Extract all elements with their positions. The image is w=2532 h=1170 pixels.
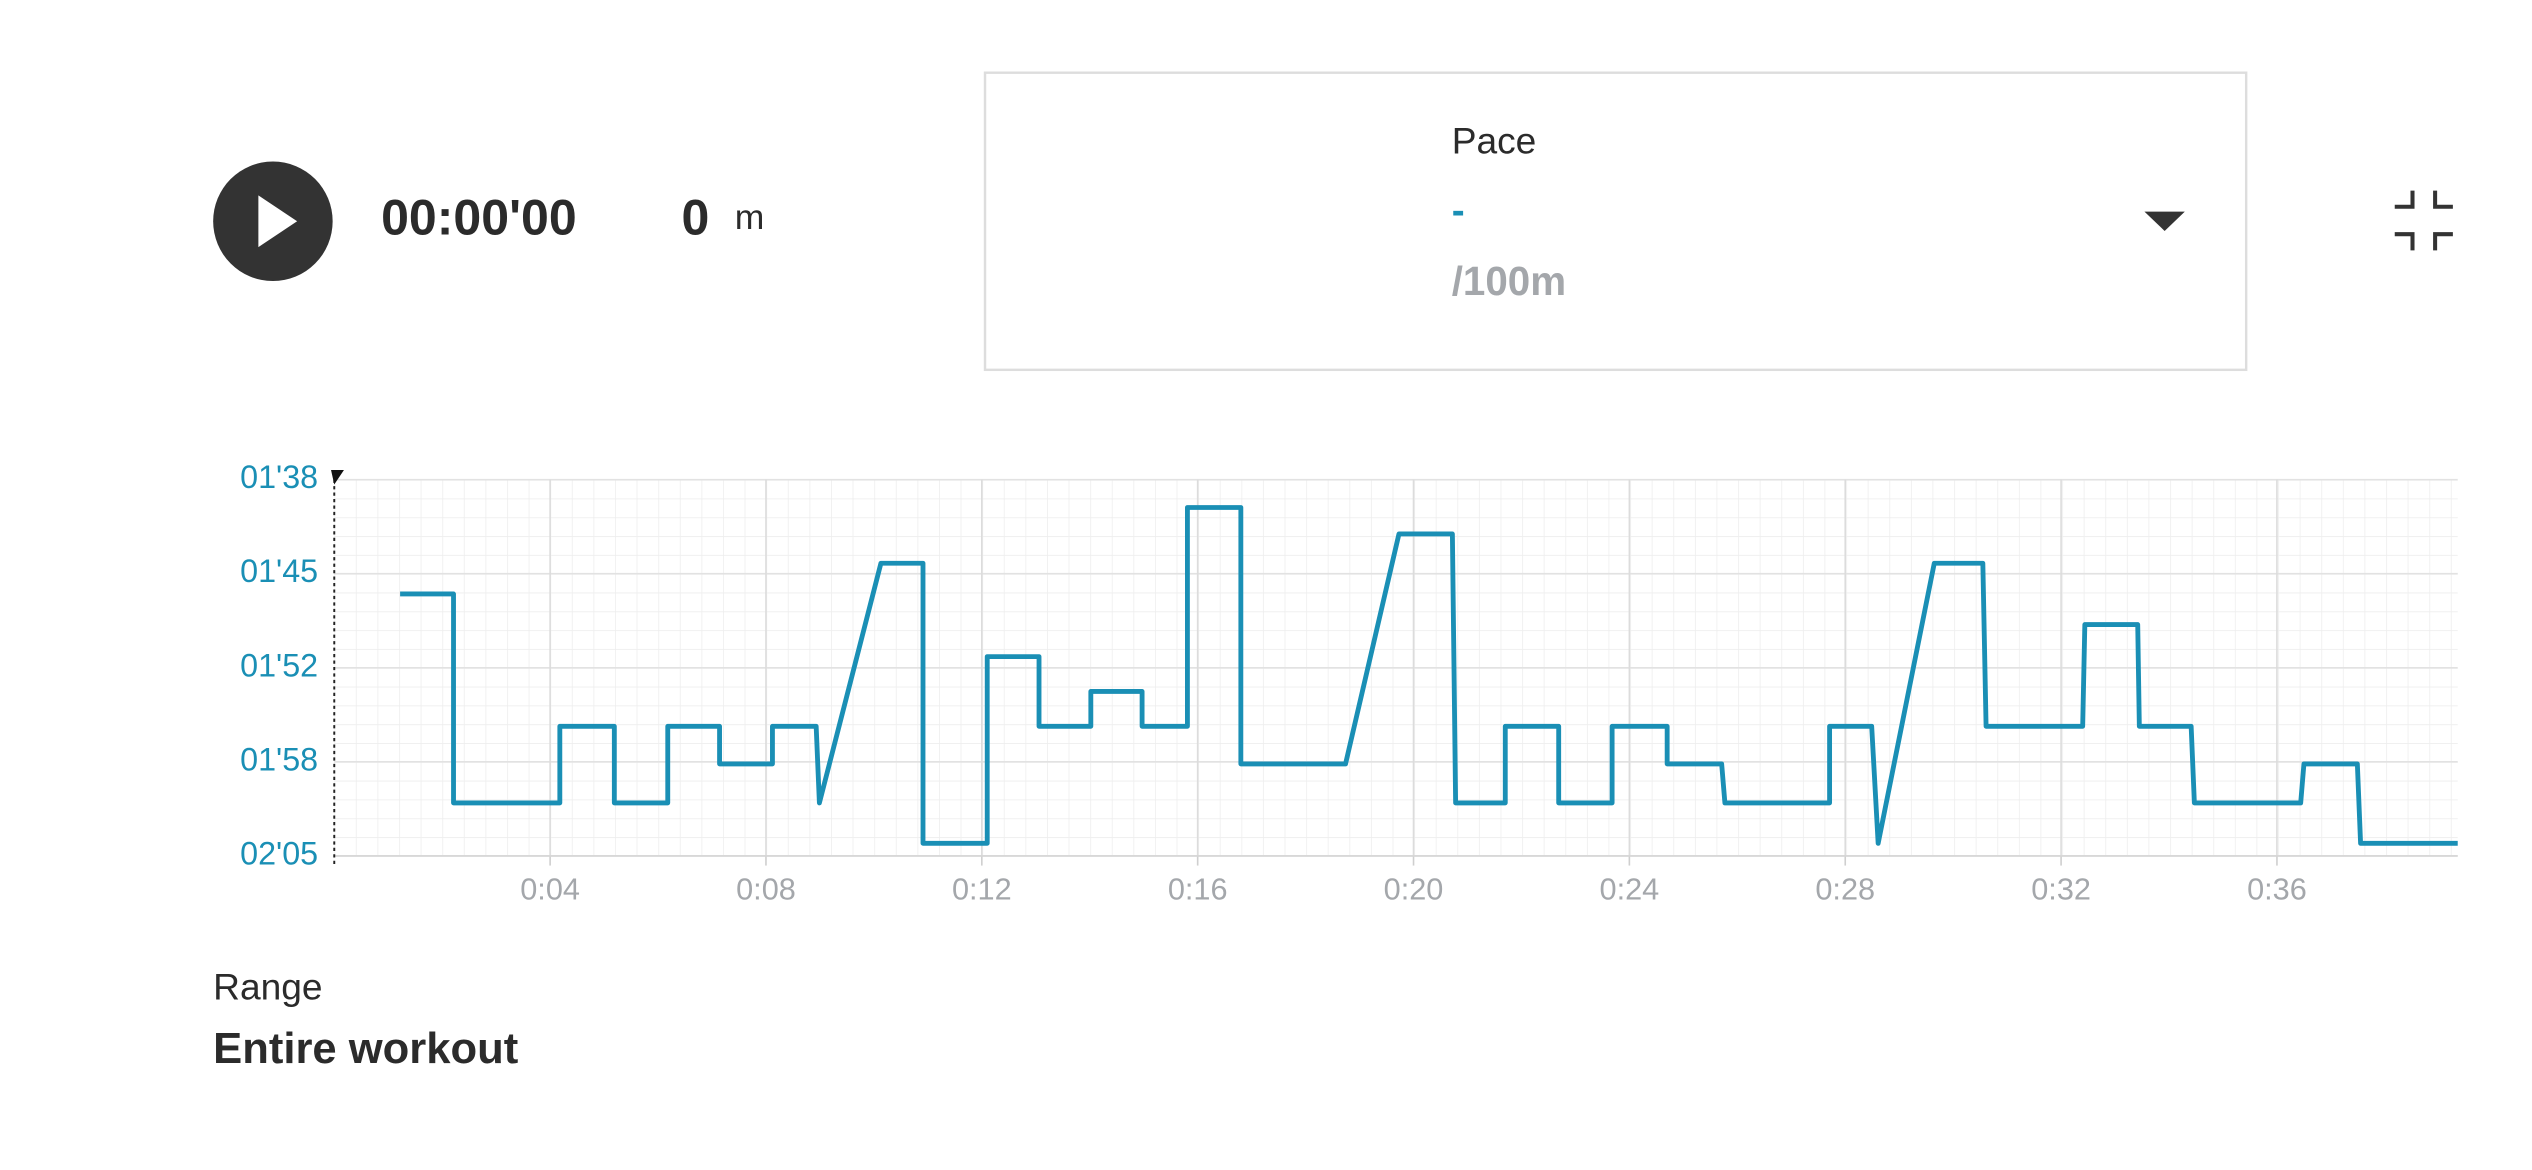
x-tick-label: 0:32: [2031, 872, 2091, 907]
y-tick-label: 01'45: [240, 553, 318, 589]
x-tick-label: 0:20: [1384, 872, 1444, 907]
range-value: Entire workout: [213, 1025, 518, 1073]
metric-unit: /100m: [1452, 258, 1566, 304]
x-tick-label: 0:28: [1815, 872, 1875, 907]
y-tick-label: 01'52: [240, 647, 318, 683]
metric-dropdown[interactable]: [983, 71, 2248, 372]
x-tick-label: 0:24: [1600, 872, 1660, 907]
play-button[interactable]: [213, 161, 333, 282]
distance-unit: m: [735, 197, 765, 237]
y-tick-label: 02'05: [240, 835, 318, 871]
elapsed-time: 00:00'00: [381, 189, 577, 245]
collapse-button[interactable]: [2394, 190, 2453, 251]
distance: 0: [681, 189, 709, 245]
metric-value: -: [1452, 189, 1465, 232]
x-tick-label: 0:16: [1168, 872, 1228, 907]
x-tick-label: 0:08: [736, 872, 796, 907]
x-tick-label: 0:04: [520, 872, 580, 907]
y-tick-label: 01'38: [240, 459, 318, 495]
metric-label: Pace: [1452, 120, 1537, 162]
x-tick-label: 0:12: [952, 872, 1012, 907]
chart: 01'38 01'45 01'52 01'58 02'05 0:04 0:08 0:12 0:1…: [240, 459, 2458, 907]
x-tick-label: 0:36: [2247, 872, 2307, 907]
y-tick-label: 01'58: [240, 741, 318, 777]
pace-line: [400, 505, 2458, 846]
range-label: Range: [213, 966, 322, 1008]
cursor-handle: [331, 469, 344, 485]
